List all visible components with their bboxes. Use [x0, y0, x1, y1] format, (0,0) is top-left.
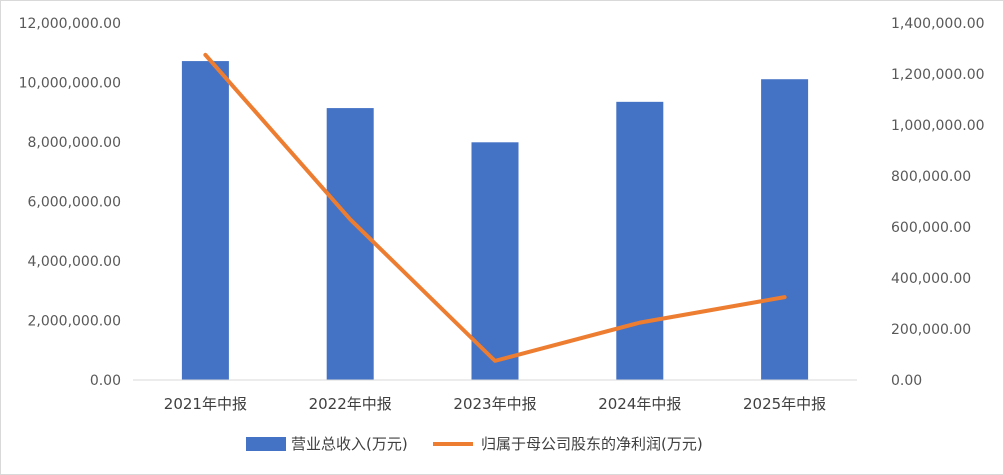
right-axis: 0.00 200,000.00 400,000.00 600,000.00 800,00… [891, 16, 985, 389]
right-axis-tick-label: 200,000.00 [891, 322, 971, 338]
legend-swatch-bar [246, 437, 286, 451]
left-axis-tick-label: 6,000,000.00 [27, 195, 121, 211]
right-axis-tick-label: 1,200,000.00 [891, 67, 985, 83]
left-axis-tick-label: 12,000,000.00 [19, 16, 121, 32]
category-labels: 2021年中报 2022年中报 2023年中报 2024年中报 2025年中报 [164, 395, 826, 413]
category-label: 2023年中报 [453, 395, 536, 413]
legend: 营业总收入(万元) 归属于母公司股东的净利润(万元) [246, 435, 703, 453]
watermark: 网易号 | 诗与星空 [880, 450, 992, 466]
left-axis-tick-label: 4,000,000.00 [27, 254, 121, 270]
bar-series [181, 61, 809, 381]
bar [761, 79, 809, 380]
right-axis-tick-label: 600,000.00 [891, 220, 971, 236]
right-axis-tick-label: 0.00 [891, 373, 922, 389]
left-axis-tick-label: 10,000,000.00 [19, 76, 121, 92]
bar [471, 142, 519, 380]
right-axis-tick-label: 1,000,000.00 [891, 118, 985, 134]
line-series [203, 52, 787, 363]
left-axis: 0.00 2,000,000.00 4,000,000.00 6,000,000.00… [19, 16, 121, 389]
right-axis-tick-label: 1,400,000.00 [891, 16, 985, 32]
left-axis-tick-label: 8,000,000.00 [27, 135, 121, 151]
category-label: 2025年中报 [743, 395, 826, 413]
category-label: 2024年中报 [598, 395, 681, 413]
bar [181, 61, 229, 381]
right-axis-tick-label: 800,000.00 [891, 169, 971, 185]
legend-label-line: 归属于母公司股东的净利润(万元) [481, 435, 703, 453]
legend-label-bar: 营业总收入(万元) [291, 435, 408, 453]
left-axis-tick-label: 2,000,000.00 [27, 314, 121, 330]
category-label: 2021年中报 [164, 395, 247, 413]
bar [616, 101, 664, 381]
left-axis-tick-label: 0.00 [90, 373, 121, 389]
bar [326, 108, 374, 381]
category-label: 2022年中报 [309, 395, 392, 413]
right-axis-tick-label: 400,000.00 [891, 271, 971, 287]
